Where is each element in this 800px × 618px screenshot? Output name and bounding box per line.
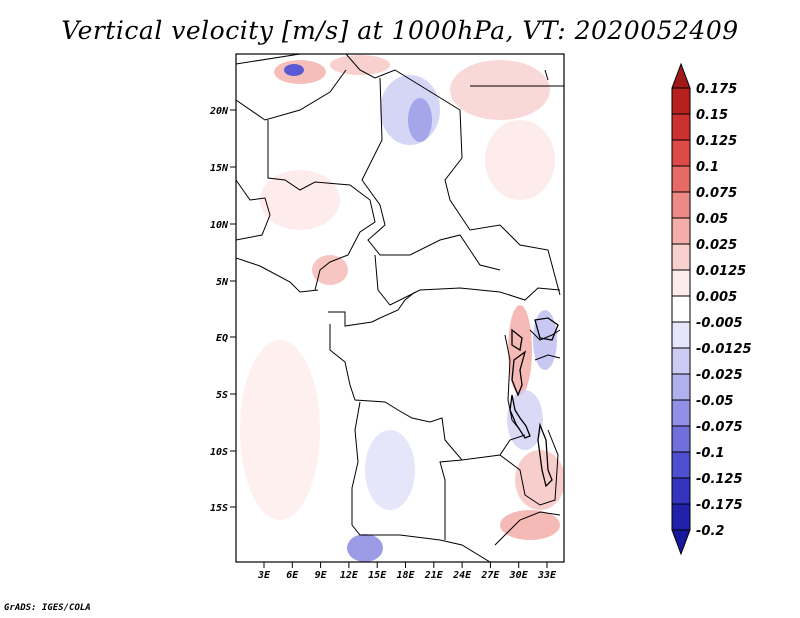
colorbar-label: 0.05 xyxy=(696,212,728,227)
colorbar-bin xyxy=(671,477,691,505)
lat-tick-label: 10S xyxy=(210,447,228,458)
colorbar: 0.175 0.15 0.125 0.1 0.075 0.05 0.025 0.0125 0.0… xyxy=(671,62,752,556)
colorbar-bin xyxy=(671,113,691,141)
colorbar-bin xyxy=(671,503,691,531)
lon-tick-label: 18E xyxy=(396,570,415,581)
colorbar-bin xyxy=(671,321,691,349)
lon-tick-label: 27E xyxy=(480,570,500,581)
colorbar-label: -0.0125 xyxy=(696,342,752,357)
colorbar-bin xyxy=(671,399,691,427)
colorbar-bin xyxy=(671,165,691,193)
colorbar-bin xyxy=(671,217,691,245)
colorbar-bin xyxy=(671,87,691,115)
colorbar-bin xyxy=(671,451,691,479)
velocity-field xyxy=(240,55,564,562)
lat-tick-label: 15S xyxy=(210,503,228,514)
colorbar-label: 0.075 xyxy=(696,186,737,201)
lat-tick-label: 5S xyxy=(216,390,228,401)
colorbar-label: -0.2 xyxy=(696,524,724,539)
colorbar-bottom-arrow xyxy=(671,529,691,556)
lon-tick-label: 9E xyxy=(315,570,328,581)
colorbar-bin xyxy=(671,425,691,453)
colorbar-top-arrow xyxy=(671,62,691,89)
lon-tick-label: 21E xyxy=(424,570,444,581)
colorbar-label: 0.025 xyxy=(696,238,737,253)
colorbar-label: 0.005 xyxy=(696,290,737,305)
map-frame: 20N 15N 10N 5N EQ 5S 10S 15S 3E 6E 9E 12E 15E 18E 21E… xyxy=(209,53,565,581)
colorbar-label: 0.0125 xyxy=(696,264,746,279)
lat-tick-label: 20N xyxy=(209,106,229,117)
colorbar-label: -0.075 xyxy=(696,420,743,435)
lat-tick-label: EQ xyxy=(216,333,228,344)
colorbar-label: -0.175 xyxy=(696,498,743,513)
lon-tick-label: 15E xyxy=(368,570,387,581)
colorbar-bin xyxy=(671,373,691,401)
colorbar-label: 0.175 xyxy=(696,82,737,97)
lon-tick-label: 24E xyxy=(452,570,472,581)
colorbar-bin xyxy=(671,295,691,323)
lat-tick-label: 5N xyxy=(216,277,229,288)
lat-tick-label: 10N xyxy=(210,220,229,231)
country-borders xyxy=(236,54,564,562)
colorbar-label: 0.1 xyxy=(696,160,719,175)
colorbar-label: -0.025 xyxy=(696,368,743,383)
lon-tick-label: 30E xyxy=(509,570,529,581)
colorbar-label: -0.125 xyxy=(696,472,743,487)
lon-tick-label: 33E xyxy=(537,570,557,581)
map-title: Vertical velocity [m/s] at 1000hPa, VT: … xyxy=(61,16,739,45)
colorbar-label: -0.05 xyxy=(696,394,733,409)
colorbar-label: -0.005 xyxy=(696,316,743,331)
colorbar-label: -0.1 xyxy=(696,446,724,461)
lon-tick-label: 3E xyxy=(257,570,271,581)
colorbar-bin xyxy=(671,347,691,375)
grads-credit: GrADS: IGES/COLA xyxy=(4,603,91,613)
colorbar-label: 0.15 xyxy=(696,108,728,123)
colorbar-label: 0.125 xyxy=(696,134,737,149)
lat-tick-label: 15N xyxy=(210,163,229,174)
lakes xyxy=(509,317,559,488)
colorbar-bin xyxy=(671,243,691,271)
colorbar-bin xyxy=(671,269,691,297)
colorbar-bin xyxy=(671,191,691,219)
colorbar-bin xyxy=(671,139,691,167)
lon-tick-label: 12E xyxy=(340,570,359,581)
lon-tick-label: 6E xyxy=(286,570,299,581)
